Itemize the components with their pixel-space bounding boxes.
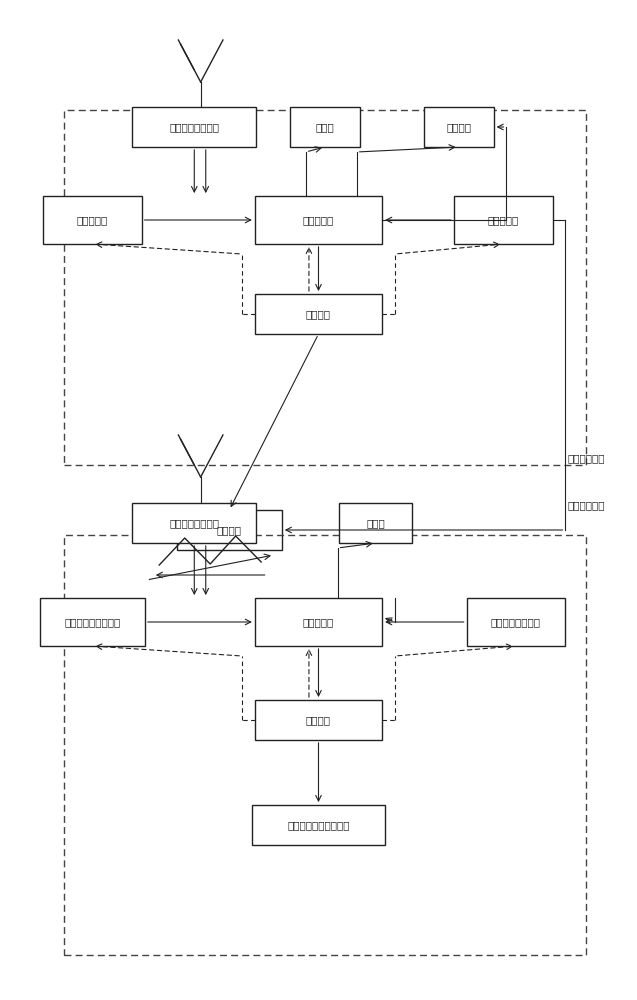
- Text: 第二电源: 第二电源: [306, 715, 331, 725]
- Bar: [255, 196, 382, 244]
- Text: 摄像头: 摄像头: [315, 122, 334, 132]
- Bar: [454, 196, 553, 244]
- Bar: [255, 294, 382, 334]
- Text: 第一信号传输天线: 第一信号传输天线: [169, 122, 219, 132]
- Text: 第一电源: 第一电源: [306, 309, 331, 319]
- Text: 第二处理器: 第二处理器: [303, 617, 334, 627]
- Bar: [43, 196, 141, 244]
- Bar: [290, 107, 360, 147]
- Text: 第二信号传输天线: 第二信号传输天线: [169, 518, 219, 528]
- Bar: [39, 598, 145, 646]
- Bar: [64, 110, 586, 465]
- Text: 行进部件旋转控制按钮: 行进部件旋转控制按钮: [287, 820, 350, 830]
- Bar: [132, 503, 256, 543]
- Bar: [252, 805, 385, 845]
- Text: 行进部件控制按钮: 行进部件控制按钮: [491, 617, 541, 627]
- Bar: [64, 535, 586, 955]
- Bar: [466, 598, 566, 646]
- Bar: [424, 107, 494, 147]
- Text: 旋转机构: 旋转机构: [446, 122, 471, 132]
- Text: 显示屏: 显示屏: [366, 518, 385, 528]
- Bar: [255, 598, 382, 646]
- Bar: [339, 503, 413, 543]
- Bar: [132, 107, 256, 147]
- Text: 监控控制设备: 监控控制设备: [568, 500, 605, 510]
- Text: 行进监测设备: 行进监测设备: [568, 453, 605, 463]
- Bar: [176, 510, 282, 550]
- Text: 红外传感器: 红外传感器: [487, 215, 519, 225]
- Text: 温度传感器: 温度传感器: [76, 215, 108, 225]
- Bar: [255, 700, 382, 740]
- Text: 摄像头旋转控制按钮: 摄像头旋转控制按钮: [64, 617, 120, 627]
- Text: 行进部件: 行进部件: [217, 525, 242, 535]
- Text: 第一处理器: 第一处理器: [303, 215, 334, 225]
